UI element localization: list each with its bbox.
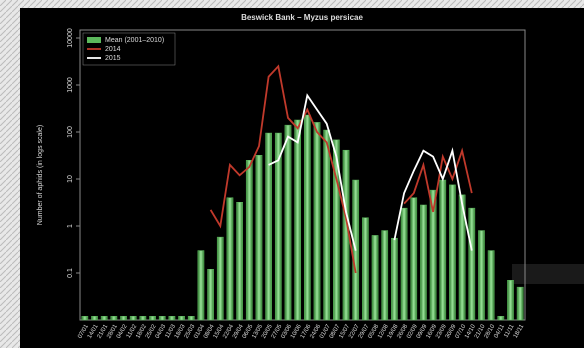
y-tick-label: 1 xyxy=(67,224,74,228)
bar xyxy=(507,280,514,321)
bar xyxy=(178,316,185,321)
bar xyxy=(333,139,340,321)
bar xyxy=(362,217,369,321)
legend-label: Mean (2001–2010) xyxy=(105,37,164,44)
bar xyxy=(197,250,205,321)
bar xyxy=(91,316,98,321)
bar xyxy=(158,316,166,321)
plot-frame xyxy=(79,29,526,321)
bar xyxy=(429,189,437,321)
overlay-box xyxy=(512,264,584,284)
bar xyxy=(100,316,108,321)
legend-label: 2014 xyxy=(105,46,121,53)
y-axis-label: Number of aphids (in logs scale) xyxy=(37,125,44,225)
bar xyxy=(400,207,408,321)
bar xyxy=(323,129,331,321)
legend-swatch xyxy=(87,37,101,43)
bar xyxy=(149,316,156,321)
bar xyxy=(207,269,214,321)
bar xyxy=(313,122,321,321)
bar xyxy=(303,114,311,321)
bar xyxy=(468,207,476,321)
bar xyxy=(265,132,272,321)
border-texture xyxy=(0,0,20,348)
bar xyxy=(478,230,485,321)
bar xyxy=(236,202,243,321)
bar xyxy=(216,236,224,321)
bar xyxy=(410,197,418,321)
bar xyxy=(420,204,427,321)
bar xyxy=(284,124,292,321)
bar xyxy=(516,286,524,321)
bar xyxy=(371,235,379,321)
bar xyxy=(81,316,89,321)
chart-title: Beswick Bank – Myzus persicae xyxy=(241,13,363,22)
bar xyxy=(187,316,195,321)
bar xyxy=(245,160,253,321)
bar xyxy=(487,250,495,321)
legend-label: 2015 xyxy=(105,55,121,62)
bar xyxy=(110,316,118,321)
y-tick-label: 0.1 xyxy=(67,268,74,278)
border-texture xyxy=(0,0,584,8)
bar xyxy=(381,230,389,321)
bar xyxy=(129,316,137,321)
bar xyxy=(439,179,447,321)
y-tick-label: 1000 xyxy=(67,77,74,93)
line xyxy=(268,93,473,251)
y-tick-label: 10000 xyxy=(67,28,74,48)
y-tick-label: 10 xyxy=(67,175,74,183)
bar xyxy=(458,194,466,321)
bar xyxy=(226,197,234,321)
bar xyxy=(294,119,302,321)
y-tick-label: 100 xyxy=(67,126,74,138)
bar xyxy=(139,316,147,321)
bar xyxy=(449,184,456,321)
bar xyxy=(168,316,176,321)
bar xyxy=(497,316,505,321)
bar xyxy=(391,237,398,321)
line xyxy=(209,64,473,274)
bar xyxy=(255,155,263,321)
bar xyxy=(274,132,282,321)
bar xyxy=(120,316,127,321)
